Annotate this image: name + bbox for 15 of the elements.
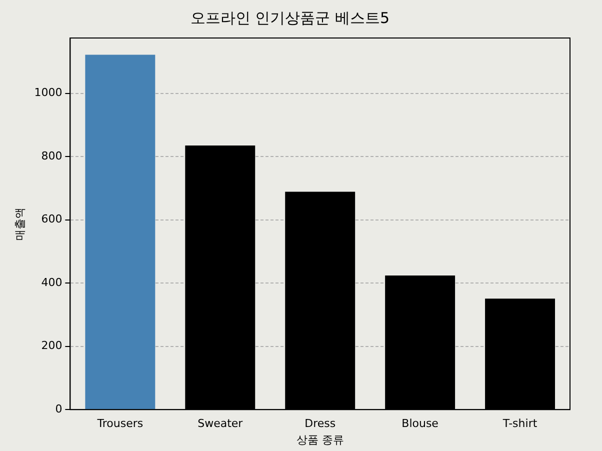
x-tick-label: Sweater bbox=[198, 417, 244, 430]
bar bbox=[85, 54, 156, 410]
y-tick-label: 1000 bbox=[34, 86, 62, 100]
chart-title: 오프라인 인기상품군 베스트5 bbox=[190, 8, 390, 27]
y-tick-label: 800 bbox=[41, 149, 62, 162]
y-tick-label: 0 bbox=[55, 402, 62, 416]
x-tick-label: T-shirt bbox=[502, 417, 538, 430]
x-tick-label: Blouse bbox=[402, 417, 439, 430]
x-tick-label: Trousers bbox=[96, 417, 144, 430]
y-tick-label: 200 bbox=[41, 339, 62, 352]
x-axis-title: 상품 종류 bbox=[296, 433, 344, 446]
y-axis-title: 매출액 bbox=[13, 207, 26, 240]
x-tick-label: Dress bbox=[304, 417, 336, 430]
y-tick-label: 400 bbox=[41, 276, 62, 289]
y-tick-label: 600 bbox=[41, 212, 62, 226]
